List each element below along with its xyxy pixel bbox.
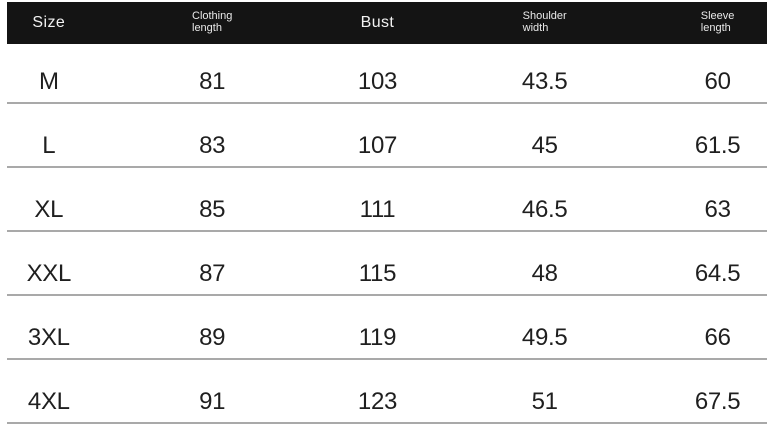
bust-cell: 119: [333, 295, 422, 360]
table-row-xl: XL 85 111 46.5 63: [7, 167, 767, 232]
column-header-shoulder-width-label: Shoulder width: [522, 9, 567, 35]
shoulder-width-cell: 43.5: [421, 44, 669, 104]
shoulder-width-cell: 45: [421, 103, 669, 168]
column-header-size: Size: [7, 2, 91, 44]
clothing-length-cell: 81: [90, 44, 334, 104]
size-cell: 3XL: [7, 295, 91, 360]
table-row-3xl: 3XL 89 119 49.5 66: [7, 295, 767, 360]
shoulder-width-cell: 48: [421, 231, 669, 296]
clothing-length-cell: 91: [90, 359, 334, 424]
bust-cell: 103: [333, 44, 422, 104]
column-header-bust: Bust: [334, 2, 421, 44]
size-cell: 4XL: [7, 359, 91, 424]
table-row-4xl: 4XL 91 123 51 67.5: [7, 359, 767, 424]
column-header-bust-label: Bust: [360, 14, 395, 31]
clothing-length-cell: 89: [90, 295, 334, 360]
shoulder-width-cell: 51: [421, 359, 669, 424]
size-cell: XXL: [7, 231, 91, 296]
table-row-xxl: XXL 87 115 48 64.5: [7, 231, 767, 296]
bust-cell: 111: [333, 167, 422, 232]
sleeve-length-cell: 63: [668, 167, 767, 232]
size-cell: L: [7, 103, 91, 168]
table-row-m: M 81 103 43.5 60: [7, 44, 767, 104]
column-header-clothing-length-label: Clothing length: [192, 9, 233, 35]
sleeve-length-cell: 60: [668, 44, 767, 104]
sleeve-length-cell: 64.5: [668, 231, 767, 296]
bust-cell: 123: [333, 359, 422, 424]
table-row-l: L 83 107 45 61.5: [7, 103, 767, 168]
clothing-length-cell: 85: [90, 167, 334, 232]
clothing-length-cell: 83: [90, 103, 334, 168]
size-cell: M: [7, 44, 91, 104]
bust-cell: 115: [333, 231, 422, 296]
sleeve-length-cell: 61.5: [668, 103, 767, 168]
sleeve-length-cell: 66: [668, 295, 767, 360]
column-header-size-label: Size: [32, 14, 66, 31]
header-row: Size Clothing length Bust Shoulder width…: [7, 2, 767, 44]
size-chart-table: Size Clothing length Bust Shoulder width…: [7, 2, 767, 424]
column-header-sleeve-length-label: Sleeve length: [700, 9, 735, 35]
column-header-shoulder-width: Shoulder width: [421, 2, 668, 44]
column-header-sleeve-length: Sleeve length: [668, 2, 767, 44]
clothing-length-cell: 87: [90, 231, 334, 296]
size-cell: XL: [7, 167, 91, 232]
sleeve-length-cell: 67.5: [668, 359, 767, 424]
column-header-clothing-length: Clothing length: [91, 2, 334, 44]
bust-cell: 107: [333, 103, 422, 168]
shoulder-width-cell: 46.5: [421, 167, 669, 232]
shoulder-width-cell: 49.5: [421, 295, 669, 360]
